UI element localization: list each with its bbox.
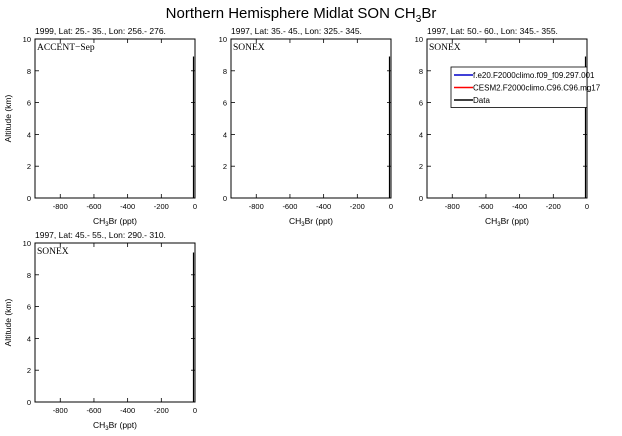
legend-label: CESM2.F2000climo.C96.C96.mg17 <box>473 84 601 93</box>
y-tick-label: 8 <box>27 271 31 280</box>
plot-frame <box>34 242 196 403</box>
chart-panel-2: 1997, Lat: 35.- 45., Lon: 325.- 345. -800… <box>219 26 393 228</box>
y-tick-label: 4 <box>27 130 31 139</box>
y-axis-label: Altitude (km) <box>3 94 13 142</box>
x-axis-label: CH3Br (ppt) <box>93 420 137 432</box>
x-tick-label: -200 <box>546 202 561 211</box>
y-tick-label: 0 <box>419 194 423 203</box>
y-tick-label: 6 <box>223 99 227 108</box>
y-tick-label: 8 <box>419 67 423 76</box>
y-tick-label: 2 <box>223 162 227 171</box>
y-tick-label: 2 <box>419 162 423 171</box>
panel-annotation: SONEX <box>37 247 69 257</box>
y-tick-label: 10 <box>23 239 31 248</box>
panel-annotation: ACCENT−Sep <box>37 43 95 53</box>
y-tick-label: 2 <box>27 366 31 375</box>
panel-subtitle: 1997, Lat: 35.- 45., Lon: 325.- 345. <box>231 26 362 36</box>
x-tick-label: -400 <box>120 406 135 415</box>
x-tick-label: 0 <box>389 202 393 211</box>
chart-panel-1: 1999, Lat: 25.- 35., Lon: 256.- 276. -800… <box>3 26 197 228</box>
x-tick-label: -600 <box>86 406 101 415</box>
panel-subtitle: 1999, Lat: 25.- 35., Lon: 256.- 276. <box>35 26 166 36</box>
legend-label: Data <box>473 96 490 105</box>
x-tick-label: -200 <box>154 406 169 415</box>
panel-annotation: SONEX <box>429 43 461 53</box>
x-tick-label: -200 <box>350 202 365 211</box>
panel-subtitle: 1997, Lat: 50.- 60., Lon: 345.- 355. <box>427 26 558 36</box>
y-tick-label: 4 <box>223 130 227 139</box>
x-tick-label: -600 <box>282 202 297 211</box>
x-tick-label: -800 <box>445 202 460 211</box>
x-axis-label: CH3Br (ppt) <box>93 216 137 228</box>
figure-title-end: Br <box>421 5 436 22</box>
y-tick-label: 0 <box>223 194 227 203</box>
legend-label: f.e20.F2000climo.f09_f09.297.001 <box>473 71 595 80</box>
figure-title: Northern Hemisphere Midlat SON CH3Br <box>166 5 437 25</box>
x-tick-label: 0 <box>193 406 197 415</box>
panels: 1999, Lat: 25.- 35., Lon: 256.- 276. -800… <box>3 26 601 432</box>
y-tick-label: 0 <box>27 194 31 203</box>
legend: f.e20.F2000climo.f09_f09.297.001 CESM2.F2… <box>450 66 601 108</box>
y-tick-label: 4 <box>419 130 423 139</box>
x-tick-label: -600 <box>86 202 101 211</box>
legend-box <box>450 66 588 108</box>
plot-frame <box>230 38 392 199</box>
x-tick-label: -800 <box>53 202 68 211</box>
y-tick-label: 8 <box>27 67 31 76</box>
panel-subtitle: 1997, Lat: 45.- 55., Lon: 290.- 310. <box>35 230 166 240</box>
y-tick-label: 4 <box>27 334 31 343</box>
y-tick-label: 10 <box>219 35 227 44</box>
chart-panel-3: 1997, Lat: 50.- 60., Lon: 345.- 355. -800… <box>415 26 601 228</box>
x-axis-label: CH3Br (ppt) <box>289 216 333 228</box>
x-tick-label: -800 <box>249 202 264 211</box>
x-tick-label: -400 <box>316 202 331 211</box>
y-tick-label: 6 <box>419 99 423 108</box>
y-tick-label: 10 <box>415 35 423 44</box>
x-tick-label: -800 <box>53 406 68 415</box>
y-tick-label: 0 <box>27 398 31 407</box>
chart-panel-4: 1997, Lat: 45.- 55., Lon: 290.- 310. -800… <box>3 230 197 432</box>
y-tick-label: 10 <box>23 35 31 44</box>
x-tick-label: -200 <box>154 202 169 211</box>
x-tick-label: 0 <box>585 202 589 211</box>
y-tick-label: 8 <box>223 67 227 76</box>
x-axis-label: CH3Br (ppt) <box>485 216 529 228</box>
x-tick-label: -400 <box>512 202 527 211</box>
y-tick-label: 6 <box>27 303 31 312</box>
y-tick-label: 2 <box>27 162 31 171</box>
x-tick-label: 0 <box>193 202 197 211</box>
plot-frame <box>426 38 588 199</box>
y-tick-label: 6 <box>27 99 31 108</box>
figure-title-main: Northern Hemisphere Midlat SON CH <box>166 5 416 22</box>
y-axis-label: Altitude (km) <box>3 298 13 346</box>
x-tick-label: -600 <box>478 202 493 211</box>
plot-frame <box>34 38 196 199</box>
figure-title-subscript: 3 <box>416 14 422 25</box>
x-tick-label: -400 <box>120 202 135 211</box>
panel-annotation: SONEX <box>233 43 265 53</box>
